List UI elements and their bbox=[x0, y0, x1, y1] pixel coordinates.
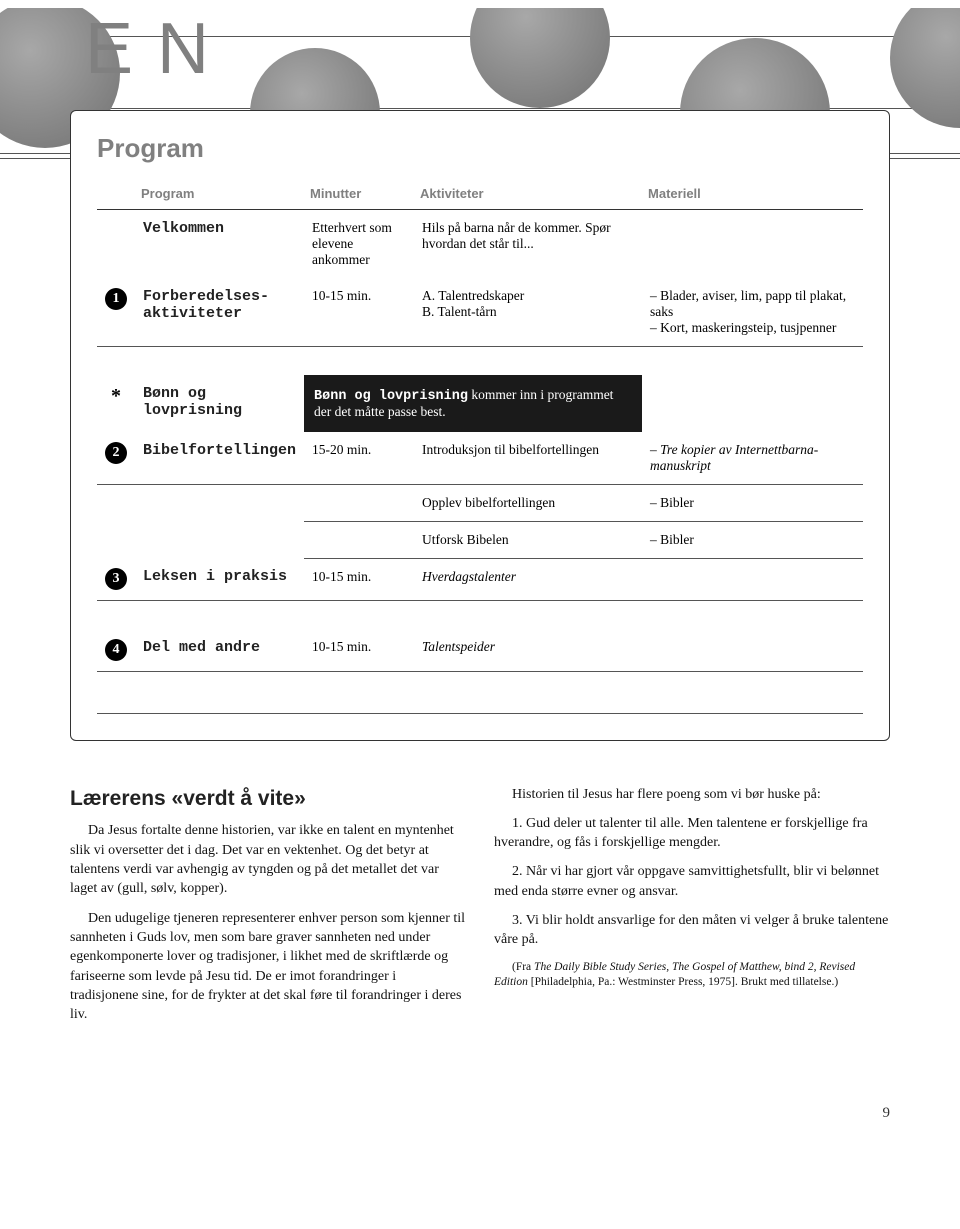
table-row: 3 Leksen i praksis 10-15 min. Hverdagsta… bbox=[97, 558, 863, 601]
program-table: Program Minutter Aktiviteter Materiell V… bbox=[97, 182, 863, 714]
row-mat bbox=[642, 629, 863, 672]
para: 1. Gud deler ut talenter til alle. Men t… bbox=[494, 814, 890, 853]
page-number: 9 bbox=[0, 1105, 890, 1142]
para: 2. Når vi har gjort vår oppgave samvitti… bbox=[494, 862, 890, 901]
prayer-note-prefix: Bønn og lovprisning bbox=[314, 389, 468, 404]
row-act: Utforsk Bibelen bbox=[414, 521, 642, 558]
bullet-icon: 2 bbox=[105, 442, 127, 464]
row-mat: – Blader, aviser, lim, papp til plakat, … bbox=[642, 278, 863, 347]
row-label: Bibelfortellingen bbox=[143, 442, 296, 459]
row-act: Hils på barna når de kommer. Spør hvorda… bbox=[414, 210, 642, 279]
row-mat: – Tre kopier av Internettbarna-manuskrip… bbox=[642, 432, 863, 485]
row-mins: 15-20 min. bbox=[304, 432, 414, 485]
bullet-icon: 3 bbox=[105, 568, 127, 590]
spacer bbox=[97, 601, 863, 629]
table-row: Utforsk Bibelen – Bibler bbox=[97, 521, 863, 558]
article-heading: Lærerens «verdt å vite» bbox=[70, 785, 466, 814]
row-act: Talentspeider bbox=[414, 629, 642, 672]
program-card: Program Program Minutter Aktiviteter Mat… bbox=[70, 110, 890, 741]
row-act: Hverdagstalenter bbox=[414, 558, 642, 601]
citation: (Fra The Daily Bible Study Series, The G… bbox=[494, 960, 890, 991]
row-label: Del med andre bbox=[143, 639, 260, 656]
row-label: Forberedelses-aktiviteter bbox=[143, 288, 269, 322]
para: 3. Vi blir holdt ansvarlige for den måte… bbox=[494, 911, 890, 950]
asterisk-icon: * bbox=[105, 385, 127, 408]
row-mat bbox=[642, 210, 863, 279]
prayer-row-dark: * Bønn og lovprisning Bønn og lovprisnin… bbox=[97, 375, 863, 432]
row-label: Leksen i praksis bbox=[143, 568, 287, 585]
para: Da Jesus fortalte denne historien, var i… bbox=[70, 821, 466, 898]
row-mins: 10-15 min. bbox=[304, 558, 414, 601]
row-mins: 10-15 min. bbox=[304, 629, 414, 672]
article-columns: Lærerens «verdt å vite» Da Jesus fortalt… bbox=[70, 785, 890, 1035]
row-label: Bønn og lovprisning bbox=[143, 385, 242, 419]
column-right: Historien til Jesus har flere poeng som … bbox=[494, 785, 890, 1035]
row-act: Introduksjon til bibelfortellingen bbox=[414, 432, 642, 485]
card-title: Program bbox=[97, 133, 863, 164]
table-row: 2 Bibelfortellingen 15-20 min. Introduks… bbox=[97, 432, 863, 485]
row-mat: – Bibler bbox=[642, 521, 863, 558]
row-mat: – Bibler bbox=[642, 484, 863, 521]
row-label: Velkommen bbox=[143, 220, 224, 237]
col-program: Program bbox=[135, 182, 304, 210]
row-mins: 10-15 min. bbox=[304, 278, 414, 347]
table-row: 4 Del med andre 10-15 min. Talentspeider bbox=[97, 629, 863, 672]
table-row: 1 Forberedelses-aktiviteter 10-15 min. A… bbox=[97, 278, 863, 347]
row-mins: Etterhvert som elevene ankommer bbox=[304, 210, 414, 279]
bullet-icon: 4 bbox=[105, 639, 127, 661]
blank-row bbox=[97, 671, 863, 713]
col-minutter: Minutter bbox=[304, 182, 414, 210]
table-row: Velkommen Etterhvert som elevene ankomme… bbox=[97, 210, 863, 279]
spacer bbox=[97, 347, 863, 375]
table-row: Opplev bibelfortellingen – Bibler bbox=[97, 484, 863, 521]
column-left: Lærerens «verdt å vite» Da Jesus fortalt… bbox=[70, 785, 466, 1035]
bullet-icon: 1 bbox=[105, 288, 127, 310]
para: Historien til Jesus har flere poeng som … bbox=[494, 785, 890, 804]
row-act: Opplev bibelfortellingen bbox=[414, 484, 642, 521]
col-materiell: Materiell bbox=[642, 182, 863, 210]
row-mat bbox=[642, 558, 863, 601]
para: Den udugelige tjeneren representerer enh… bbox=[70, 909, 466, 1025]
section-marker: E N bbox=[85, 8, 890, 90]
col-aktiviteter: Aktiviteter bbox=[414, 182, 642, 210]
row-act: A. Talentredskaper B. Talent-tårn bbox=[414, 278, 642, 347]
